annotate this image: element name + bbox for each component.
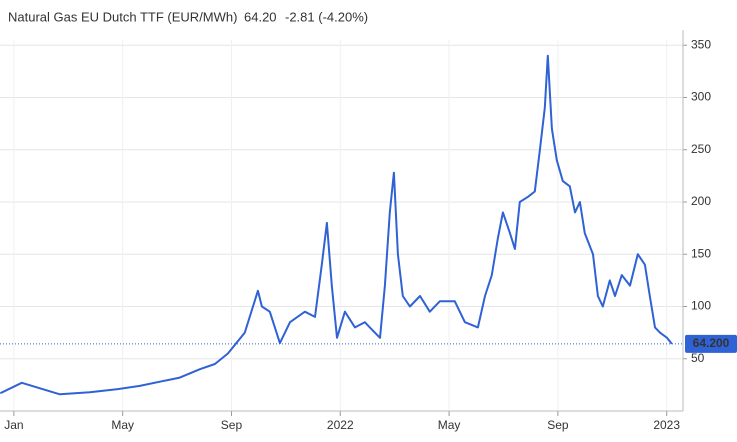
x-tick-label: Sep xyxy=(547,418,569,432)
y-tick-label: 250 xyxy=(691,142,711,156)
price: 64.20 xyxy=(244,9,277,24)
chart-title: Natural Gas EU Dutch TTF (EUR/MWh) xyxy=(8,9,237,24)
x-tick-label: 2023 xyxy=(653,418,680,432)
price-change: -2.81 (-4.20%) xyxy=(285,9,368,24)
price-line xyxy=(0,54,673,396)
last-price-box xyxy=(685,334,737,353)
x-tick-label: 2022 xyxy=(327,418,354,432)
y-tick-label: 200 xyxy=(691,194,711,208)
y-tick-label: 100 xyxy=(691,299,711,313)
y-tick-label: 50 xyxy=(691,351,705,365)
y-tick-label: 150 xyxy=(691,246,711,260)
x-tick-label: May xyxy=(111,418,134,432)
last-price-label: 64.200 xyxy=(693,336,730,350)
x-tick-label: May xyxy=(438,418,461,432)
x-tick-label: Jan xyxy=(4,418,23,432)
y-tick-label: 300 xyxy=(691,90,711,104)
y-tick-label: 350 xyxy=(691,37,711,51)
x-tick-label: Sep xyxy=(221,418,243,432)
